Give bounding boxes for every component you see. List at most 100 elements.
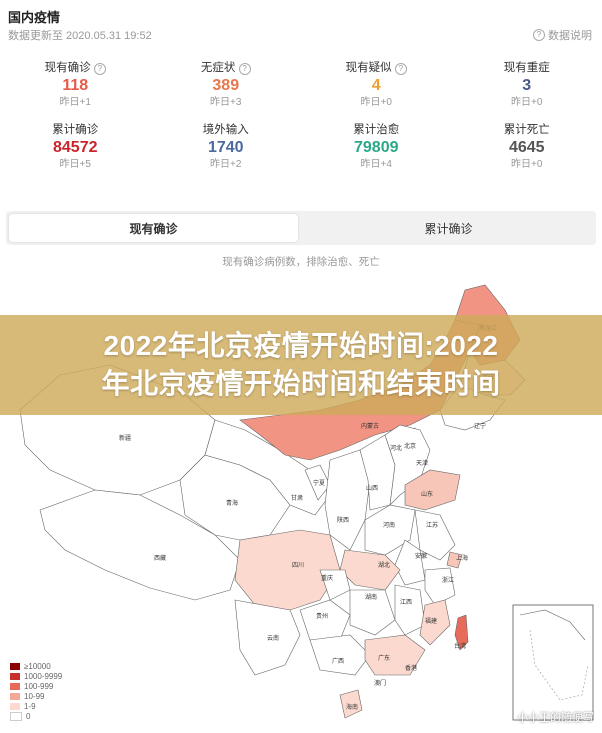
- province-shanghai[interactable]: [446, 551, 463, 569]
- legend-swatch: [10, 711, 22, 721]
- province-hainan[interactable]: [339, 689, 363, 719]
- map-tabs: 现有确诊 累计确诊: [6, 211, 596, 245]
- province-zhejiang[interactable]: [424, 567, 456, 606]
- legend-item: 100-999: [10, 681, 62, 691]
- province-taiwan[interactable]: [454, 614, 469, 651]
- stat-suspected: 现有疑似 ? 4 昨日+0: [301, 60, 452, 122]
- stat-label: 无症状: [200, 62, 236, 74]
- province-label: 宁夏: [313, 479, 325, 487]
- legend-item: 1000-9999: [10, 671, 62, 681]
- province-guangdong[interactable]: [364, 634, 426, 676]
- province-label: 香港: [405, 664, 417, 672]
- stats-panel: 现有确诊 ? 118 昨日+1 无症状 ? 389 昨日+3 现有疑似 ? 4 …: [0, 60, 602, 184]
- province-label: 青海: [226, 499, 238, 507]
- stat-value: 84572: [53, 139, 98, 156]
- question-icon[interactable]: ?: [238, 63, 251, 75]
- province-hubei[interactable]: [339, 549, 401, 591]
- south-china-sea-inset: [512, 604, 594, 721]
- stat-value: 1740: [207, 139, 244, 156]
- province-gansu[interactable]: [204, 419, 331, 516]
- tab-current-confirmed[interactable]: 现有确诊: [9, 214, 298, 242]
- stat-label: 现有确诊: [44, 62, 91, 74]
- province-label: 天津: [416, 460, 428, 467]
- province-jiangxi[interactable]: [394, 584, 426, 636]
- stat-value: 4: [371, 77, 381, 94]
- province-label: 海南: [346, 703, 358, 711]
- legend-item: 0: [10, 711, 62, 721]
- legend-label: 100-999: [24, 681, 54, 691]
- legend-swatch: [10, 662, 20, 670]
- province-label: 湖南: [365, 593, 377, 601]
- province-label: 广东: [378, 654, 390, 662]
- legend-label: 1-9: [24, 701, 36, 711]
- province-shaanxi[interactable]: [324, 449, 371, 551]
- stat-value: 79809: [354, 139, 399, 156]
- province-label: 台湾: [454, 642, 466, 650]
- stat-delta: 昨日+3: [210, 97, 242, 108]
- stat-recovered: 累计治愈 79809 昨日+4: [301, 122, 452, 184]
- stat-delta: 昨日+1: [59, 97, 91, 108]
- province-label: 山东: [421, 490, 433, 498]
- stat-label: 累计确诊: [52, 124, 99, 136]
- stat-delta: 昨日+0: [511, 159, 543, 170]
- province-label: 辽宁: [474, 422, 486, 430]
- legend-swatch: [10, 672, 20, 680]
- update-time: 数据更新至 2020.05.31 19:52: [8, 30, 152, 42]
- page-title: 国内疫情: [8, 10, 61, 25]
- question-icon[interactable]: ?: [93, 63, 106, 75]
- stat-total-confirmed: 累计确诊 84572 昨日+5: [0, 122, 151, 184]
- map-legend: ≥10000 1000-9999 100-999 10-99 1-9 0: [10, 661, 62, 721]
- province-label: 安徽: [415, 552, 427, 560]
- province-shandong[interactable]: [404, 469, 461, 511]
- stat-label: 境外输入: [202, 124, 249, 136]
- province-label: 上海: [456, 554, 468, 562]
- help-link[interactable]: ? 数据说明: [533, 27, 592, 43]
- legend-swatch: [10, 692, 20, 700]
- stat-asymptomatic: 无症状 ? 389 昨日+3: [151, 60, 302, 122]
- province-label: 重庆: [321, 574, 333, 582]
- stat-severe: 现有重症 3 昨日+0: [452, 60, 602, 122]
- stat-imported: 境外输入 1740 昨日+2: [151, 122, 302, 184]
- stat-label: 现有疑似: [345, 62, 392, 74]
- stat-current-confirmed: 现有确诊 ? 118 昨日+1: [0, 60, 151, 122]
- province-guizhou[interactable]: [299, 599, 351, 641]
- province-xizang[interactable]: [39, 489, 241, 601]
- province-label: 西藏: [154, 554, 166, 562]
- province-label: 浙江: [442, 576, 454, 584]
- legend-item: 10-99: [10, 691, 62, 701]
- legend-label: 10-99: [24, 691, 45, 701]
- stat-deaths: 累计死亡 4645 昨日+0: [452, 122, 602, 184]
- legend-item: ≥10000: [10, 661, 62, 671]
- province-label: 山西: [366, 484, 378, 492]
- stat-value: 389: [212, 77, 240, 94]
- province-label: 河南: [383, 521, 395, 529]
- legend-label: 0: [26, 711, 31, 721]
- question-icon[interactable]: ?: [394, 63, 407, 75]
- province-anhui[interactable]: [394, 539, 426, 586]
- province-label: 内蒙古: [361, 422, 379, 430]
- help-label: 数据说明: [548, 30, 592, 42]
- province-fujian[interactable]: [419, 599, 451, 646]
- province-henan[interactable]: [364, 504, 416, 556]
- stats-row-current: 现有确诊 ? 118 昨日+1 无症状 ? 389 昨日+3 现有疑似 ? 4 …: [0, 60, 602, 122]
- stat-delta: 昨日+4: [360, 159, 392, 170]
- legend-label: ≥10000: [24, 661, 51, 671]
- province-label: 陕西: [337, 516, 349, 524]
- stat-label: 累计治愈: [353, 124, 400, 136]
- province-jiangsu[interactable]: [414, 509, 456, 561]
- province-label: 福建: [425, 617, 437, 625]
- tab-total-confirmed[interactable]: 累计确诊: [424, 221, 473, 236]
- stat-value: 4645: [508, 139, 545, 156]
- province-guangxi[interactable]: [309, 634, 371, 676]
- stat-delta: 昨日+2: [210, 159, 242, 170]
- watermark: 小小王的随便写: [517, 712, 594, 724]
- province-label: 澳门: [374, 679, 386, 687]
- stat-value: 118: [62, 77, 89, 94]
- province-label: 江西: [400, 599, 412, 606]
- province-label: 北京: [404, 442, 416, 450]
- province-hunan[interactable]: [349, 589, 396, 636]
- province-label: 甘肃: [291, 494, 303, 502]
- legend-swatch: [10, 702, 20, 710]
- province-yunnan[interactable]: [234, 599, 301, 676]
- province-label: 江苏: [426, 521, 438, 529]
